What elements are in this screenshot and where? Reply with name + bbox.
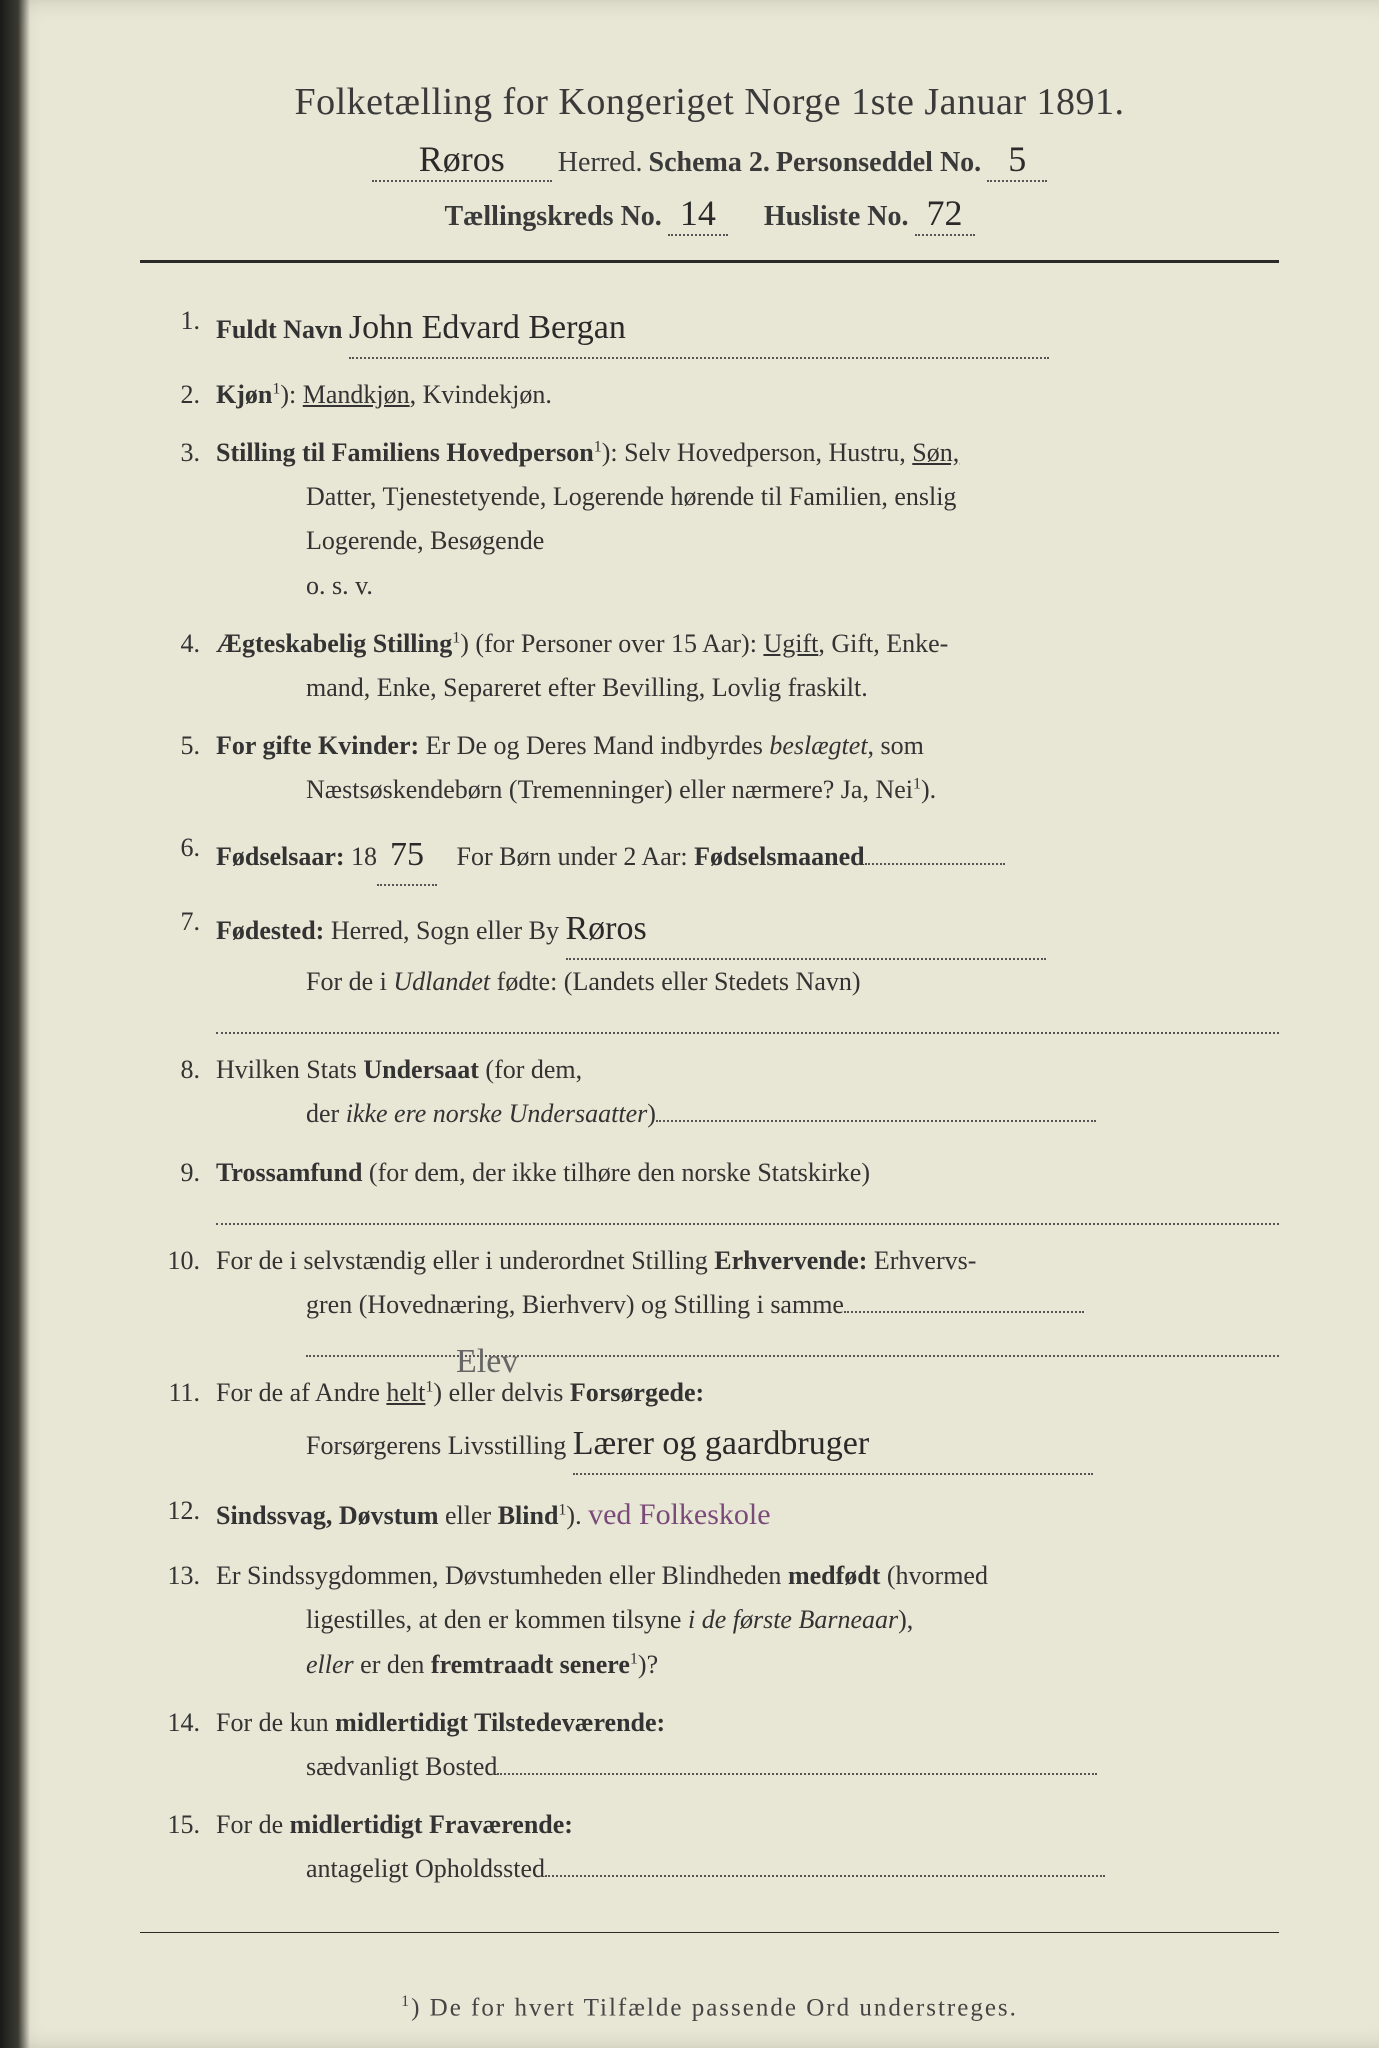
form-items: 1. Fuldt Navn John Edvard Bergan 2. Kjøn… bbox=[140, 299, 1279, 1892]
item-num: 5. bbox=[160, 724, 216, 812]
item-9: 9. Trossamfund (for dem, der ikke tilhør… bbox=[160, 1151, 1279, 1225]
footnote: 1) De for hvert Tilfælde passende Ord un… bbox=[140, 1993, 1279, 2022]
birthplace-field: Røros bbox=[566, 900, 1046, 960]
kreds-label: Tællingskreds No. bbox=[444, 201, 661, 233]
item-1: 1. Fuldt Navn John Edvard Bergan bbox=[160, 299, 1279, 359]
herred-line: Røros Herred. Schema 2. Personseddel No.… bbox=[140, 138, 1279, 182]
item-num: 10. bbox=[160, 1239, 216, 1357]
item-num: 13. bbox=[160, 1554, 216, 1687]
item-num: 11. bbox=[160, 1371, 216, 1475]
item-4: 4. Ægteskabelig Stilling1) (for Personer… bbox=[160, 622, 1279, 710]
item-body: Er Sindssygdommen, Døvstumheden eller Bl… bbox=[216, 1554, 1279, 1687]
item-7: 7. Fødested: Herred, Sogn eller By Røros… bbox=[160, 900, 1279, 1034]
personseddel-value: 5 bbox=[1002, 138, 1032, 180]
birthyear-field: 75 bbox=[377, 826, 437, 886]
item-body: For de af Andre helt1) eller delvis Fors… bbox=[216, 1371, 1279, 1475]
religion-field bbox=[216, 1201, 1279, 1225]
personseddel-label: Personseddel No. bbox=[776, 147, 981, 179]
item-body: For de i selvstændig eller i underordnet… bbox=[216, 1239, 1279, 1357]
name-value: John Edvard Bergan bbox=[349, 309, 626, 346]
item-body: Kjøn1): Mandkjøn, Kvindekjøn. bbox=[216, 373, 1279, 417]
temporary-residence-field bbox=[497, 1773, 1097, 1775]
item-6: 6. Fødselsaar: 1875 For Børn under 2 Aar… bbox=[160, 826, 1279, 886]
form-header: Folketælling for Kongeriget Norge 1ste J… bbox=[140, 80, 1279, 236]
husliste-field: 72 bbox=[915, 192, 975, 236]
item-body: Ægteskabelig Stilling1) (for Personer ov… bbox=[216, 622, 1279, 710]
item-num: 6. bbox=[160, 826, 216, 886]
item-num: 2. bbox=[160, 373, 216, 417]
item-8: 8. Hvilken Stats Undersaat (for dem, der… bbox=[160, 1048, 1279, 1136]
citizenship-field bbox=[656, 1120, 1096, 1122]
item-body: Trossamfund (for dem, der ikke tilhøre d… bbox=[216, 1151, 1279, 1225]
item-12: 12. Sindssvag, Døvstum eller Blind1). ve… bbox=[160, 1489, 1279, 1540]
item-body: Fødselsaar: 1875 For Børn under 2 Aar: F… bbox=[216, 826, 1279, 886]
kjon-selected: Mandkjøn bbox=[303, 380, 410, 409]
birthplace-abroad-field bbox=[216, 1010, 1279, 1034]
item-body: For de kun midlertidigt Tilstedeværende:… bbox=[216, 1701, 1279, 1789]
item-num: 14. bbox=[160, 1701, 216, 1789]
census-form-page: Folketælling for Kongeriget Norge 1ste J… bbox=[0, 0, 1379, 2048]
item-2: 2. Kjøn1): Mandkjøn, Kvindekjøn. bbox=[160, 373, 1279, 417]
item-5: 5. For gifte Kvinder: Er De og Deres Man… bbox=[160, 724, 1279, 812]
herred-field: Røros bbox=[372, 138, 552, 182]
kreds-field: 14 bbox=[668, 192, 728, 236]
kreds-line: Tællingskreds No. 14 Husliste No. 72 bbox=[140, 192, 1279, 236]
husliste-value: 72 bbox=[921, 192, 969, 234]
schema-label: Schema 2. bbox=[649, 147, 770, 179]
item-body: Stilling til Familiens Hovedperson1): Se… bbox=[216, 431, 1279, 608]
item-num: 7. bbox=[160, 900, 216, 1034]
item-num: 12. bbox=[160, 1489, 216, 1540]
item-num: 9. bbox=[160, 1151, 216, 1225]
item-2-label: Kjøn bbox=[216, 380, 272, 409]
item-15: 15. For de midlertidigt Fraværende: anta… bbox=[160, 1803, 1279, 1891]
item-num: 8. bbox=[160, 1048, 216, 1136]
item-11: 11. For de af Andre helt1) eller delvis … bbox=[160, 1371, 1279, 1475]
item-num: 4. bbox=[160, 622, 216, 710]
herred-label: Herred. bbox=[558, 147, 643, 179]
item-body: Fuldt Navn John Edvard Bergan bbox=[216, 299, 1279, 359]
absent-location-field bbox=[545, 1875, 1105, 1877]
form-title: Folketælling for Kongeriget Norge 1ste J… bbox=[140, 80, 1279, 124]
provider-field: Lærer og gaardbruger bbox=[573, 1415, 1093, 1475]
item-num: 15. bbox=[160, 1803, 216, 1891]
item-body: Sindssvag, Døvstum eller Blind1). ved Fo… bbox=[216, 1489, 1279, 1540]
divider-rule bbox=[140, 260, 1279, 263]
disability-note: ved Folkeskole bbox=[588, 1498, 770, 1531]
footnote-rule bbox=[140, 1932, 1279, 1933]
item-1-label: Fuldt Navn bbox=[216, 315, 342, 344]
husliste-label: Husliste No. bbox=[764, 201, 909, 233]
item-body: Hvilken Stats Undersaat (for dem, der ik… bbox=[216, 1048, 1279, 1136]
marital-selected: Ugift bbox=[763, 629, 818, 658]
herred-value: Røros bbox=[413, 138, 511, 180]
name-field: John Edvard Bergan bbox=[349, 299, 1049, 359]
item-body: Fødested: Herred, Sogn eller By Røros Fo… bbox=[216, 900, 1279, 1034]
item-14: 14. For de kun midlertidigt Tilstedevære… bbox=[160, 1701, 1279, 1789]
item-13: 13. Er Sindssygdommen, Døvstumheden elle… bbox=[160, 1554, 1279, 1687]
stilling-selected: Søn, bbox=[912, 438, 959, 467]
personseddel-field: 5 bbox=[987, 138, 1047, 182]
birthmonth-field bbox=[865, 863, 1005, 865]
item-10: 10. For de i selvstændig eller i underor… bbox=[160, 1239, 1279, 1357]
occupation-field: Elev bbox=[306, 1333, 1279, 1357]
item-num: 1. bbox=[160, 299, 216, 359]
item-body: For gifte Kvinder: Er De og Deres Mand i… bbox=[216, 724, 1279, 812]
item-body: For de midlertidigt Fraværende: antageli… bbox=[216, 1803, 1279, 1891]
item-3: 3. Stilling til Familiens Hovedperson1):… bbox=[160, 431, 1279, 608]
kreds-value: 14 bbox=[674, 192, 722, 234]
item-num: 3. bbox=[160, 431, 216, 608]
